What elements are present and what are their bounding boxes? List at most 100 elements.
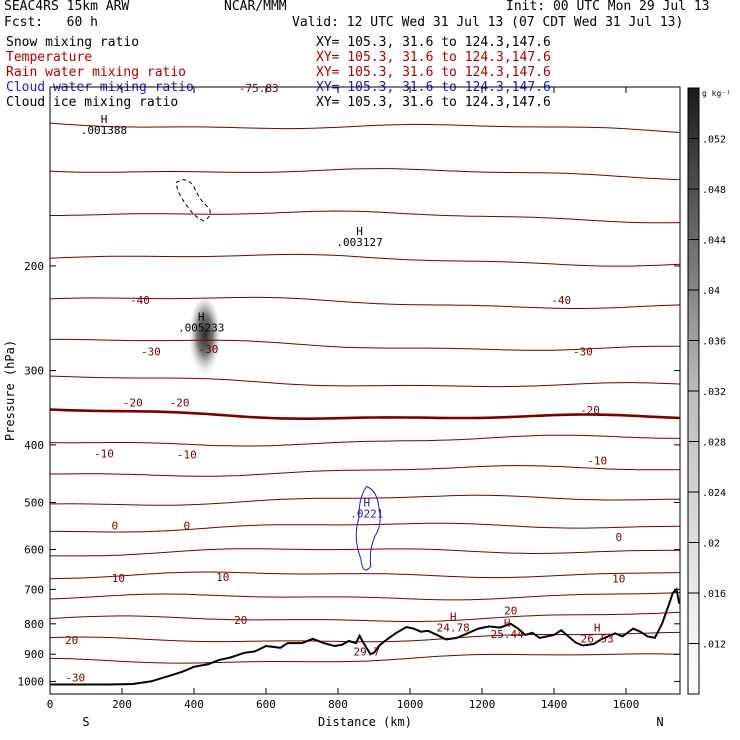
x-tick-label: 1000 bbox=[397, 698, 424, 711]
valid-time: Valid: 12 UTC Wed 31 Jul 13 (07 CDT Wed … bbox=[292, 15, 684, 30]
isotherm-m60 bbox=[49, 168, 681, 181]
max-value: 29.7 bbox=[354, 646, 381, 659]
colorbar-tick-label: .044 bbox=[702, 236, 726, 247]
colorbar-tick-label: .024 bbox=[702, 488, 726, 499]
isotherm-90 bbox=[49, 631, 681, 643]
org-label: NCAR/MMM bbox=[224, 0, 287, 14]
colorbar-tick-label: .02 bbox=[702, 539, 720, 550]
isotherm-20 bbox=[50, 465, 681, 477]
max-value: 26.53 bbox=[581, 632, 614, 645]
isotherm-m70 bbox=[49, 122, 681, 134]
max-value: .001388 bbox=[81, 124, 127, 137]
cloud-ice-shading bbox=[188, 298, 221, 379]
field-xy-snow: XY= 105.3, 31.6 to 124.3,147.6 bbox=[316, 35, 551, 50]
field-name-snow: Snow mixing ratio bbox=[6, 35, 140, 50]
max-value: 25.44 bbox=[491, 628, 524, 641]
x-tick-label: 800 bbox=[328, 698, 348, 711]
colorbar-tick-label: .028 bbox=[702, 438, 726, 449]
max-value: .005233 bbox=[178, 322, 224, 335]
model-title: SEAC4RS 15km ARW bbox=[4, 0, 130, 14]
max-marker: H bbox=[101, 113, 108, 126]
max-marker: H bbox=[450, 611, 457, 624]
isotherm-label: -10 bbox=[94, 447, 114, 460]
colorbar-tick-label: .052 bbox=[702, 135, 726, 146]
max-value: .0221 bbox=[350, 508, 383, 521]
terrain-profile bbox=[50, 587, 681, 686]
isotherm-60 bbox=[49, 571, 681, 580]
y-tick-label: 400 bbox=[24, 439, 44, 452]
isotherm-label: -20 bbox=[170, 397, 190, 410]
isotherm-label: -10 bbox=[587, 455, 607, 468]
x-tick-label: 400 bbox=[184, 698, 204, 711]
isotherm-label: -30 bbox=[141, 346, 161, 359]
y-tick-label: 1000 bbox=[18, 675, 45, 688]
x-axis-label: Distance (km) bbox=[318, 715, 412, 729]
colorbar-tick-label: .036 bbox=[702, 337, 726, 348]
isotherm-m30 bbox=[49, 296, 681, 309]
isotherm-70 bbox=[49, 592, 681, 601]
end-label-right: N bbox=[656, 715, 663, 729]
y-tick-label: 600 bbox=[24, 544, 44, 557]
field-name-rain: Rain water mixing ratio bbox=[6, 65, 187, 80]
snow-contour bbox=[175, 179, 211, 222]
init-time: Init: 00 UTC Mon 29 Jul 13 bbox=[506, 0, 710, 14]
x-tick-label: 600 bbox=[256, 698, 276, 711]
y-axis-label: Pressure (hPa) bbox=[3, 340, 17, 441]
isotherm-m40 bbox=[49, 253, 681, 267]
y-tick-label: 500 bbox=[24, 496, 44, 509]
isotherm-label: 20 bbox=[234, 614, 247, 627]
field-xy-cloud-ice: XY= 105.3, 31.6 to 124.3,147.6 bbox=[316, 95, 551, 110]
isotherm-label: 10 bbox=[112, 572, 125, 585]
isotherm-label: -40 bbox=[130, 294, 150, 307]
max-marker: H bbox=[198, 311, 205, 324]
isotherm-m20 bbox=[50, 338, 681, 351]
cloud-water-contour bbox=[355, 485, 381, 571]
max-marker: H bbox=[363, 497, 370, 510]
colorbar-tick-label: .016 bbox=[702, 589, 726, 600]
isotherm-100 bbox=[49, 653, 681, 664]
plot-frame bbox=[49, 86, 681, 695]
colorbar-tick-label: .012 bbox=[702, 640, 726, 651]
isotherm-label: -20 bbox=[123, 397, 143, 410]
isotherm-m10 bbox=[49, 375, 681, 388]
y-tick-label: 300 bbox=[24, 365, 44, 378]
isotherm-label: 10 bbox=[216, 571, 229, 584]
field-name-temperature: Temperature bbox=[6, 50, 93, 65]
forecast-hour: Fcst: 60 h bbox=[4, 15, 98, 30]
isotherm-label: -30 bbox=[198, 343, 218, 356]
field-xy-temperature: XY= 105.3, 31.6 to 124.3,147.6 bbox=[316, 50, 551, 65]
colorbar-tick-label: .04 bbox=[702, 286, 720, 297]
isotherm-0 bbox=[49, 408, 681, 420]
isotherm-label: 0 bbox=[183, 519, 190, 532]
field-name-cloud-ice: Cloud ice mixing ratio bbox=[6, 95, 179, 110]
x-tick-label: 200 bbox=[112, 698, 132, 711]
isotherm-label: -30 bbox=[65, 671, 85, 684]
y-tick-label: 800 bbox=[24, 618, 44, 631]
field-xy-rain: XY= 105.3, 31.6 to 124.3,147.6 bbox=[316, 65, 551, 80]
x-tick-label: 0 bbox=[47, 698, 54, 711]
colorbar-tick-label: .032 bbox=[702, 387, 726, 398]
isotherm-label: 0 bbox=[111, 519, 118, 532]
y-tick-label: 700 bbox=[24, 583, 44, 596]
isotherm-50 bbox=[50, 548, 681, 557]
isotherm-30 bbox=[50, 494, 681, 506]
colorbar-unit: g kg⁻¹ bbox=[702, 89, 731, 98]
isotherm-label: -30 bbox=[573, 346, 593, 359]
isotherm-40 bbox=[50, 522, 681, 533]
max-value: 24.78 bbox=[437, 622, 470, 635]
isotherm-label: 20 bbox=[504, 605, 517, 618]
x-tick-label: 1600 bbox=[613, 698, 640, 711]
max-marker: H bbox=[504, 617, 511, 630]
isotherm-m50 bbox=[50, 210, 681, 224]
y-tick-label: 200 bbox=[24, 260, 44, 273]
isotherm-label: 10 bbox=[612, 573, 625, 586]
x-tick-label: 1400 bbox=[541, 698, 568, 711]
isotherm-label: -20 bbox=[580, 404, 600, 417]
isotherm-label: 20 bbox=[65, 634, 78, 647]
isotherm-label: -75.83 bbox=[239, 82, 279, 95]
max-marker: H bbox=[356, 225, 363, 238]
isotherm-label: 0 bbox=[615, 531, 622, 544]
end-label-left: S bbox=[82, 715, 89, 729]
